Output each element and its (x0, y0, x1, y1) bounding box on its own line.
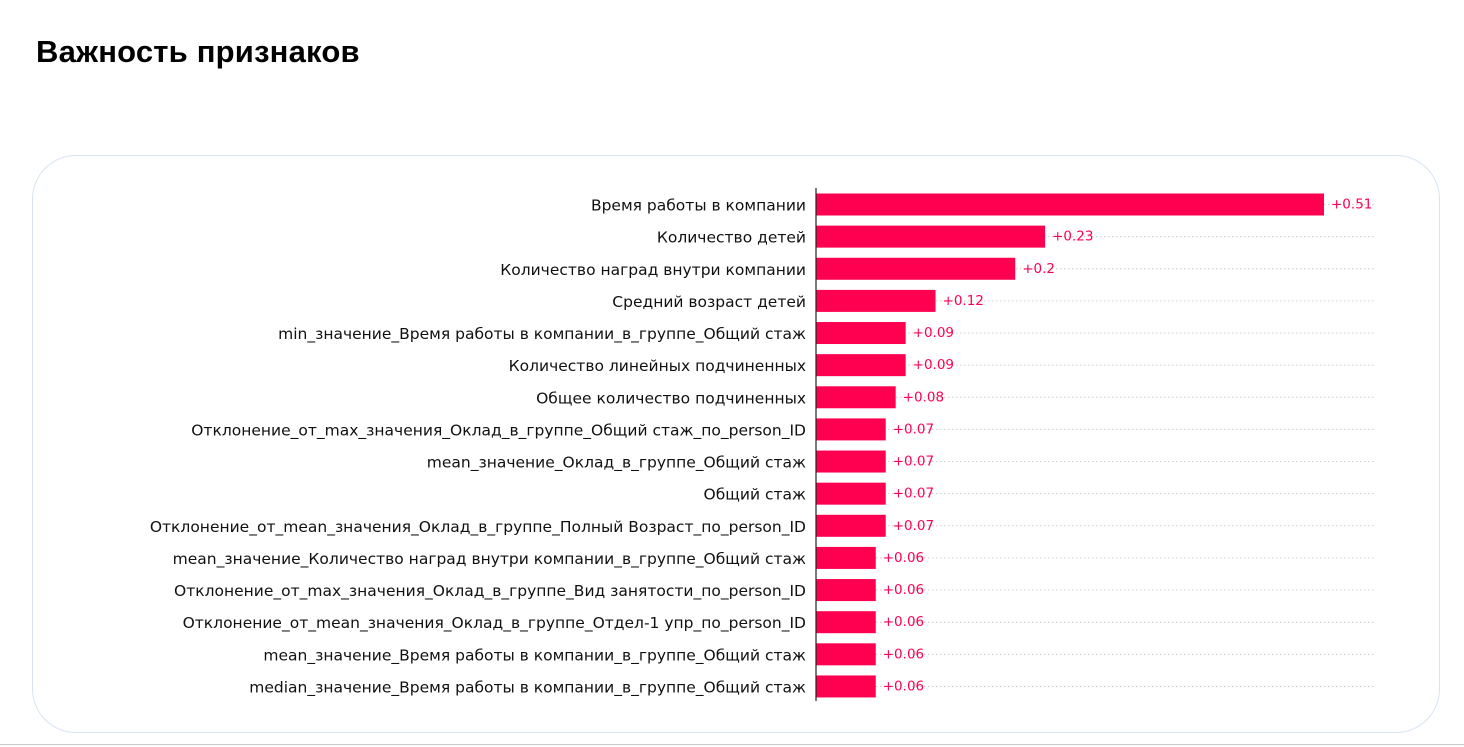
category-labels: Время работы в компании Количество детей К… (150, 197, 806, 698)
value-label: +0.07 (893, 486, 934, 502)
bar (816, 643, 876, 666)
category-label: Отклонение_от_mean_значения_Оклад_в_груп… (150, 518, 806, 537)
category-label: Отклонение_от_max_значения_Оклад_в_групп… (174, 582, 806, 601)
value-label: +0.06 (883, 614, 924, 630)
bar (816, 579, 876, 602)
bar (816, 546, 876, 569)
bar (816, 257, 1016, 280)
category-label: Время работы в компании (591, 197, 806, 215)
bar (816, 611, 876, 634)
value-label: +0.09 (913, 325, 954, 341)
value-label: +0.23 (1052, 229, 1093, 245)
category-label: Общий стаж (704, 486, 806, 504)
value-label: +0.12 (943, 293, 984, 309)
value-label: +0.07 (893, 518, 934, 534)
category-label: Количество наград внутри компании (500, 261, 806, 279)
value-labels: +0.51 +0.23 +0.2 +0.12 +0.09 +0.09 +0.08 +0.07 +… (883, 197, 1373, 695)
value-label: +0.06 (883, 646, 924, 662)
value-label: +0.51 (1331, 197, 1372, 213)
value-label: +0.06 (883, 550, 924, 566)
bar (816, 225, 1046, 248)
grid-lines (816, 204, 1376, 687)
bar (816, 514, 886, 537)
bottom-divider (0, 744, 1464, 745)
value-label: +0.07 (893, 454, 934, 470)
bar (816, 418, 886, 441)
category-label: mean_значение_Количество наград внутри к… (173, 550, 806, 569)
value-label: +0.08 (903, 389, 944, 405)
bars (816, 193, 1324, 698)
category-label: Общее количество подчиненных (536, 389, 806, 407)
category-label: Количество линейных подчиненных (509, 357, 806, 375)
bar (816, 386, 896, 409)
bar (816, 354, 906, 377)
bar (816, 322, 906, 345)
value-label: +0.06 (883, 678, 924, 694)
category-label: min_значение_Время работы в компании_в_г… (278, 325, 806, 344)
category-label: median_значение_Время работы в компании_… (249, 678, 806, 697)
category-label: Отклонение_от_max_значения_Оклад_в_групп… (191, 421, 806, 440)
value-label: +0.06 (883, 582, 924, 598)
bar (816, 193, 1324, 216)
category-label: mean_значение_Оклад_в_группе_Общий стаж (427, 454, 806, 473)
category-label: mean_значение_Время работы в компании_в_… (263, 646, 806, 665)
bar (816, 450, 886, 473)
category-label: Средний возраст детей (612, 293, 806, 311)
value-label: +0.2 (1022, 261, 1055, 277)
chart-card (32, 155, 1440, 733)
value-label: +0.09 (913, 357, 954, 373)
bar (816, 675, 876, 698)
category-label: Отклонение_от_mean_значения_Оклад_в_груп… (183, 614, 806, 633)
bar (816, 482, 886, 505)
bar (816, 289, 936, 312)
value-label: +0.07 (893, 421, 934, 437)
page-title: Важность признаков (36, 34, 360, 69)
category-label: Количество детей (657, 229, 806, 247)
